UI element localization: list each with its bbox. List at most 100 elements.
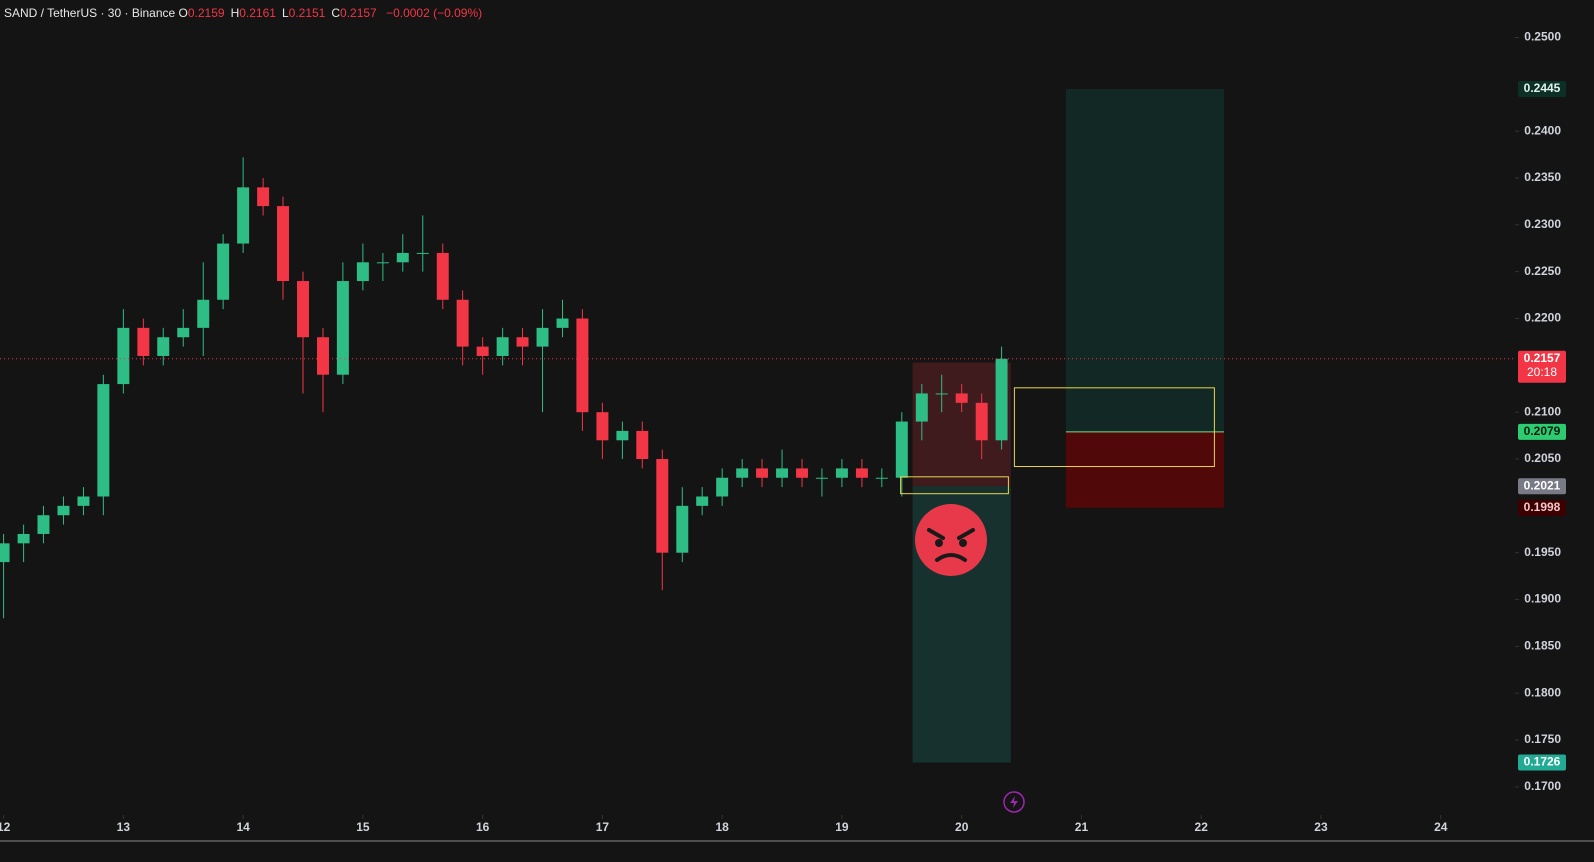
candle-body [496, 337, 509, 356]
candle-body [895, 421, 908, 478]
candle-body [736, 468, 749, 478]
last-price-badge [1518, 350, 1566, 383]
candle-body [656, 459, 669, 553]
y-tick-label: 0.2100 [1524, 404, 1561, 418]
stop-zone [912, 362, 1011, 487]
x-tick-label: 24 [1434, 820, 1448, 834]
change: −0.0002 (−0.09%) [386, 6, 483, 20]
candle-body [975, 402, 988, 441]
stop-zone [1065, 431, 1224, 508]
y-tick-label: 0.1850 [1524, 639, 1561, 653]
drawn-rectangle [900, 476, 1009, 495]
symbol-header: SAND / TetherUS · 30 · Binance O0.2159 H0… [4, 6, 488, 20]
candle-body [416, 252, 429, 254]
candle-body [556, 318, 569, 328]
candle-body [317, 337, 329, 375]
candle-body [77, 496, 90, 506]
stop-badge [1518, 499, 1566, 516]
y-tick-label: 0.2500 [1524, 30, 1561, 44]
candle-body [875, 477, 888, 479]
y-tick-label: 0.2300 [1524, 217, 1561, 231]
candle-body [0, 543, 10, 563]
y-tick-label: 0.1900 [1524, 592, 1561, 606]
candle-body [776, 468, 789, 478]
candle-body [596, 412, 609, 441]
ohlc-value: 0.2159 [187, 6, 225, 20]
candle-body [636, 430, 649, 460]
candle-body [277, 206, 289, 282]
candle-body [815, 477, 828, 479]
y-tick-label: 0.1700 [1524, 779, 1561, 793]
x-tick-label: 21 [1075, 820, 1089, 834]
candle-body [835, 468, 848, 478]
candle-body [935, 393, 948, 395]
overlay: 0.2500 0.2400 0.2350 0.2300 0.2250 0.2200 0.21… [0, 30, 1566, 834]
target-badge-label: 0.1726 [1524, 755, 1561, 769]
candle-body [756, 468, 769, 478]
stop-badge-label: 0.1998 [1524, 500, 1561, 514]
candle-body [436, 252, 449, 300]
candle-body [17, 533, 30, 544]
lightning-icon[interactable] [1003, 791, 1025, 813]
drawn-rectangle [1013, 387, 1215, 468]
candle-body [237, 187, 250, 244]
ohlc: O0.2159 H0.2161 L0.2151 C0.2157 [179, 6, 383, 20]
candle-body [456, 299, 469, 347]
candle-body [356, 262, 369, 282]
x-tick-label: 18 [715, 820, 729, 834]
emoji-mouth [935, 553, 967, 562]
candle-body [117, 327, 130, 385]
candle-body [157, 337, 170, 356]
y-tick-label: 0.1750 [1524, 732, 1561, 746]
candle-body [696, 496, 709, 506]
icon-ring [1003, 791, 1025, 813]
entry-badge-label: 0.2079 [1524, 424, 1561, 438]
target-badge [1518, 754, 1566, 771]
y-tick-label: 0.2050 [1524, 451, 1561, 465]
x-tick-label: 23 [1314, 820, 1328, 834]
candle-body [297, 281, 309, 338]
candle-body [57, 505, 70, 516]
last-price-badge-label: 0.2157 [1524, 351, 1561, 365]
candle-body [376, 262, 389, 264]
candle-body [995, 358, 1008, 441]
candle-body [257, 187, 270, 207]
x-tick-label: 22 [1195, 820, 1209, 834]
zones [912, 88, 1224, 763]
entry-badge-label: 0.2021 [1524, 478, 1561, 492]
candle-body [716, 477, 729, 497]
target-badge [1518, 80, 1566, 97]
y-tick-label: 0.1800 [1524, 685, 1561, 699]
y-tick-label: 0.1950 [1524, 545, 1561, 559]
ohlc-value: 0.2157 [340, 6, 377, 20]
x-tick-label: 15 [356, 820, 370, 834]
x-tick-label: 16 [476, 820, 490, 834]
candle-body [476, 346, 489, 356]
emoji-eye [959, 539, 967, 547]
candle-body [536, 327, 549, 347]
symbol[interactable]: SAND / TetherUS · 30 · Binance [4, 6, 176, 20]
x-tick-label: 13 [117, 820, 131, 834]
candle-body [576, 318, 589, 413]
x-tick-label: 12 [0, 820, 11, 834]
y-tick-label: 0.2400 [1524, 123, 1561, 137]
candle-body [616, 430, 629, 441]
target-badge-label: 0.2445 [1524, 81, 1561, 95]
ohlc-label: L [281, 6, 289, 20]
candle-body [855, 468, 868, 478]
x-tick-label: 20 [955, 820, 969, 834]
ohlc-value: 0.2151 [288, 6, 326, 20]
emoji-face [915, 504, 987, 576]
entry-badge [1518, 478, 1566, 495]
x-tick-label: 14 [236, 820, 250, 834]
y-tick-label: 0.2350 [1524, 170, 1561, 184]
emoji-brows [927, 528, 975, 540]
emoji-eye [935, 539, 943, 547]
icon-bolt [1010, 796, 1018, 808]
candle-body [177, 327, 190, 338]
target-zone [1065, 88, 1224, 432]
candle-body [396, 252, 409, 263]
candle-body [336, 281, 349, 375]
